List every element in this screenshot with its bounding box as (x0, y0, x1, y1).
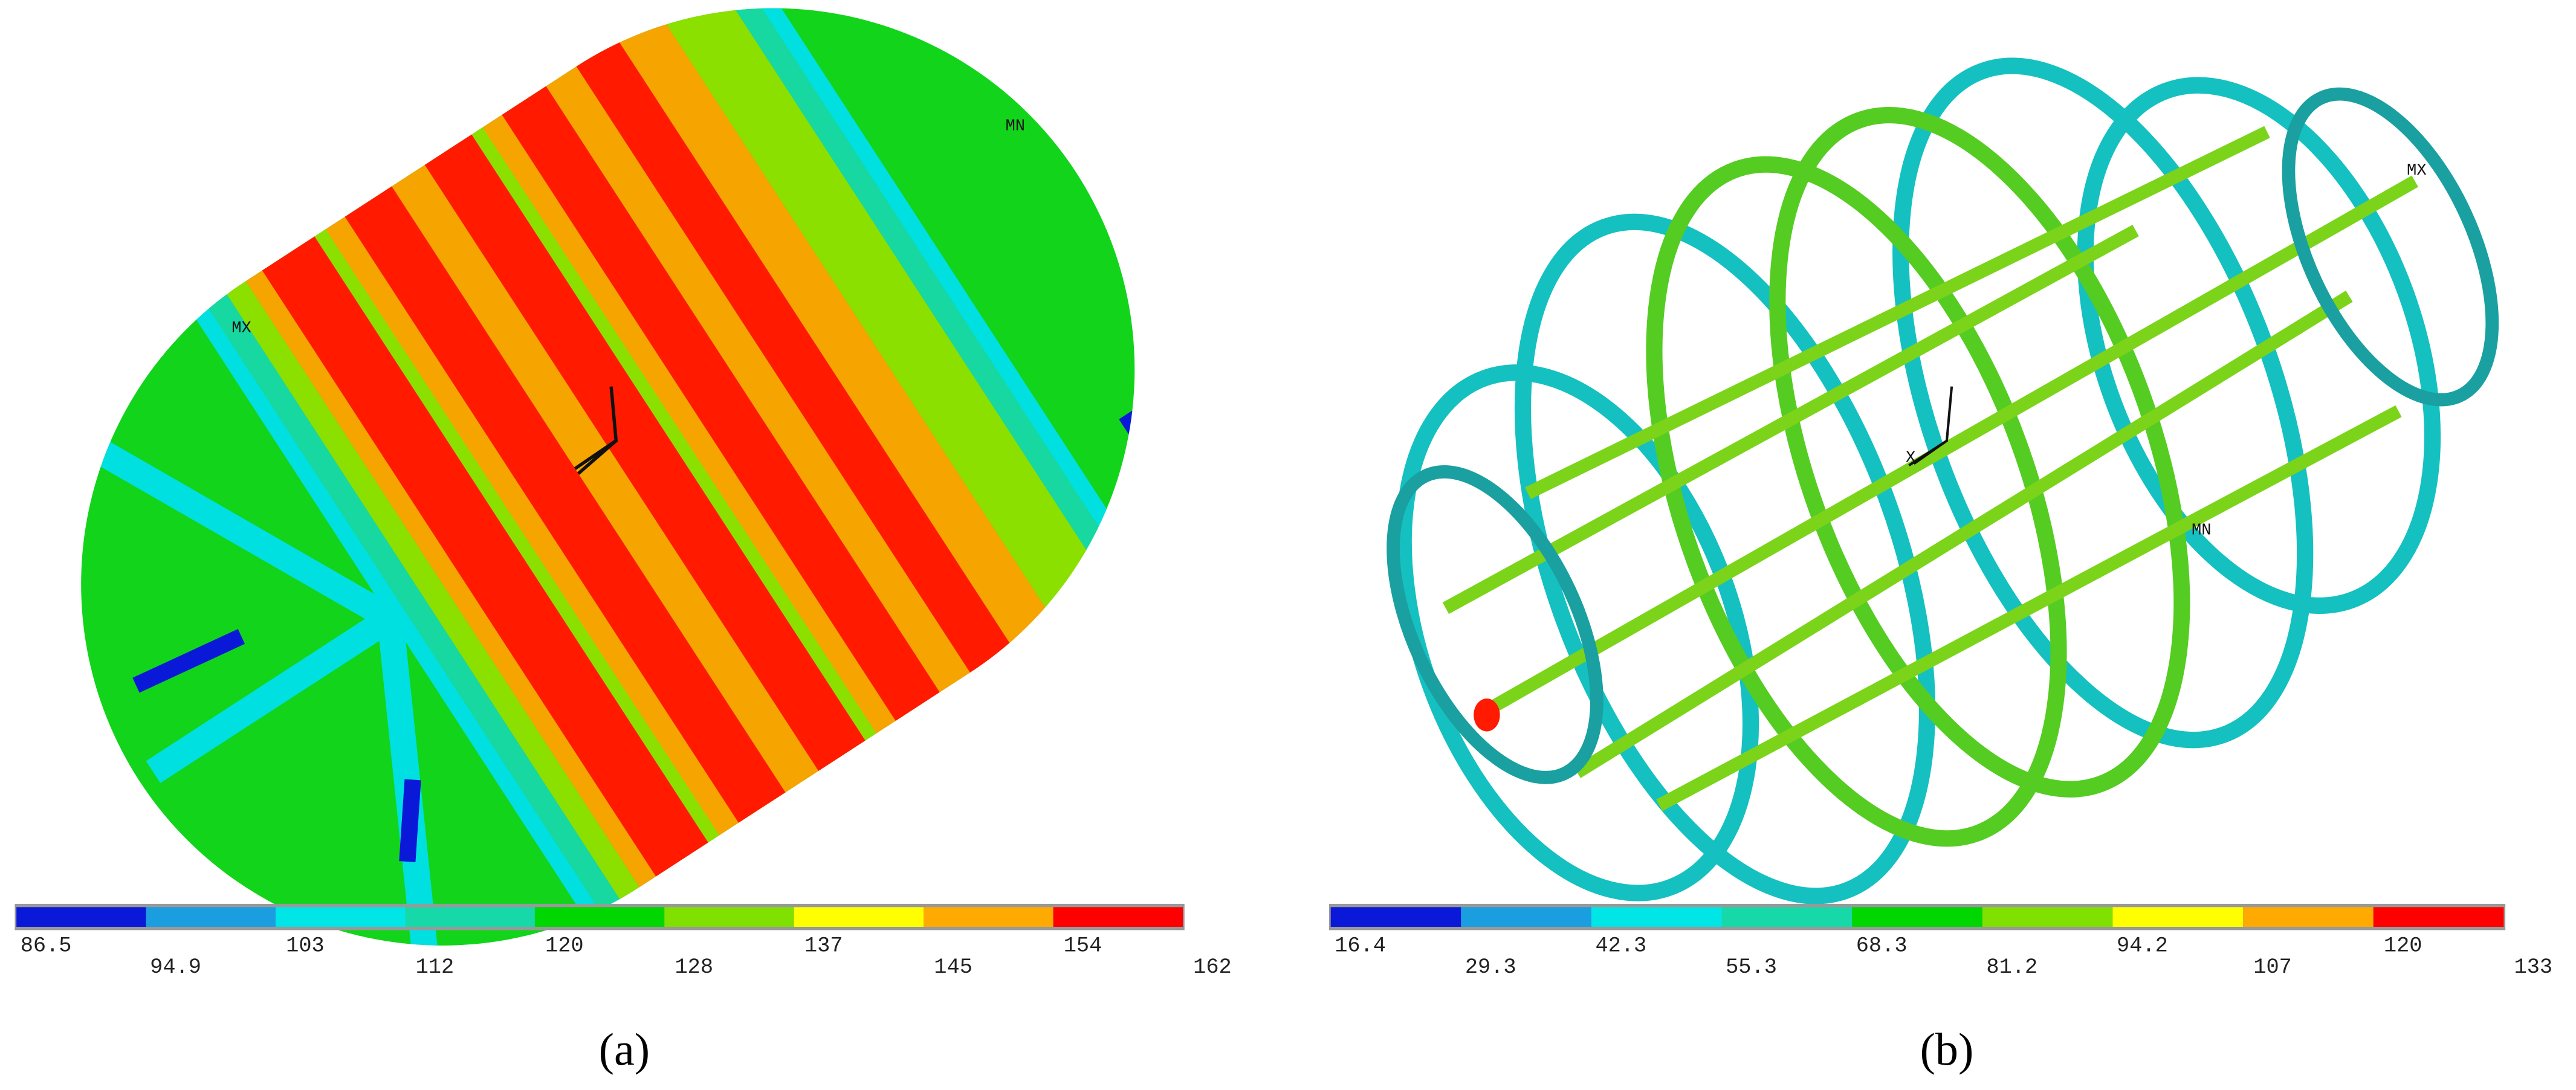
max-label: MX (2407, 161, 2427, 180)
vessel-shell (81, 0, 1169, 950)
min-label: MN (1005, 117, 1025, 136)
legend-label: 29.3 (1465, 955, 1516, 979)
legend-label: 55.3 (1726, 955, 1777, 979)
legend-label: 86.5 (21, 934, 72, 958)
legend-swatch (2112, 907, 2244, 927)
max-label: MX (231, 319, 251, 338)
legend-swatch (276, 907, 406, 927)
axis-label: X (1906, 449, 1915, 468)
legend-swatch (405, 907, 535, 927)
legend-swatch (16, 907, 146, 927)
caption: (b) (1920, 1024, 1974, 1075)
min-label: MN (2192, 521, 2212, 540)
legend-label: 68.3 (1856, 934, 1908, 958)
legend-label: 128 (675, 955, 713, 979)
legend-swatch (146, 907, 276, 927)
legend-label: 120 (2384, 934, 2422, 958)
legend-label: 107 (2253, 955, 2292, 979)
legend-swatch (2373, 907, 2504, 927)
stress-bands (95, 0, 1169, 950)
legend-swatch (1982, 907, 2113, 927)
axis-triad (574, 386, 618, 475)
legend-swatch (1852, 907, 1982, 927)
axis-triad (1908, 386, 1953, 466)
legend-label: 42.3 (1595, 934, 1646, 958)
legend-swatch (1591, 907, 1722, 927)
caption: (a) (599, 1024, 650, 1075)
legend-label: 133 (2514, 955, 2553, 979)
legend-swatch (2243, 907, 2374, 927)
frame (1387, 57, 2499, 905)
legend-label: 81.2 (1986, 955, 2037, 979)
legend-label: 145 (934, 955, 972, 979)
legend-swatch (1721, 907, 1853, 927)
legend-label: 16.4 (1335, 934, 1386, 958)
legend-label: 103 (286, 934, 325, 958)
legend-swatch (924, 907, 1053, 927)
legend-label: 120 (545, 934, 584, 958)
legend-swatch (534, 907, 665, 927)
max-spot (1474, 698, 1500, 732)
legend-label: 112 (416, 955, 455, 979)
legend-swatch (1461, 907, 1591, 927)
legends: 86.5 94.9 103 112 120 128 137 145 154 162 16.4 29.3… (15, 903, 2553, 979)
legend-label: 94.9 (150, 955, 201, 979)
legend-label: 137 (804, 934, 843, 958)
legend-swatch (1330, 907, 1461, 927)
legend-swatch (794, 907, 924, 927)
legend-swatch (664, 907, 794, 927)
legend-swatch (1053, 907, 1183, 927)
legend-label: 162 (1193, 955, 1232, 979)
legend-label: 154 (1064, 934, 1102, 958)
legend-label: 94.2 (2117, 934, 2168, 958)
